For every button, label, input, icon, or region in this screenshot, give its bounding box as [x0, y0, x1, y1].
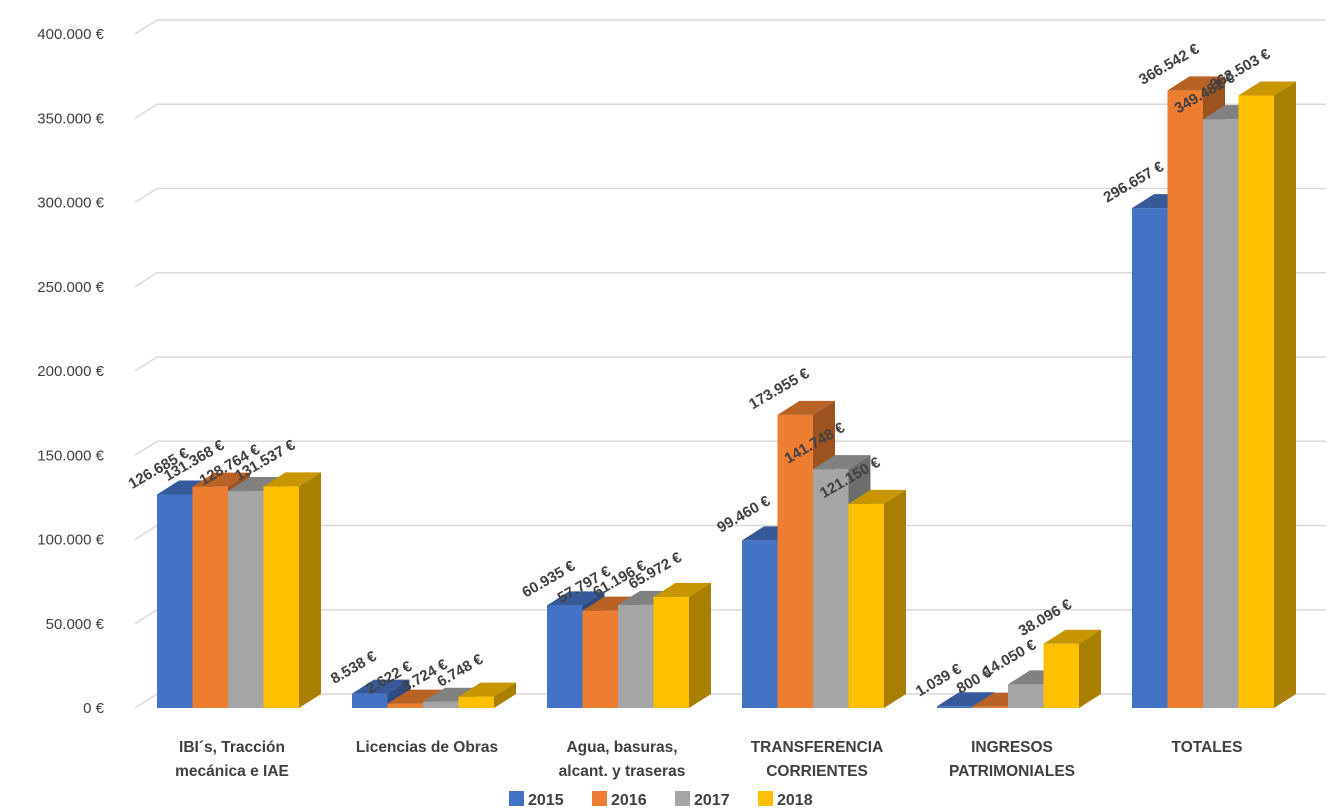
- legend: 2015 2016 2017 2018: [509, 791, 813, 809]
- category-label: IBI´s, Tracción mecánica e IAE: [175, 739, 289, 780]
- legend-swatch: [509, 791, 524, 806]
- bar-2018: [1043, 629, 1101, 708]
- gridline: [134, 356, 1326, 372]
- y-tick-label: 400.000 €: [37, 26, 104, 43]
- y-tick-label: 0 €: [83, 700, 105, 717]
- legend-label: 2015: [528, 792, 564, 809]
- category-label: Licencias de Obras: [356, 739, 498, 756]
- y-tick-label: 350.000 €: [37, 110, 104, 127]
- y-tick-label: 200.000 €: [37, 363, 104, 380]
- legend-item-2017: 2017: [675, 791, 730, 809]
- category-label: TOTALES: [1172, 739, 1243, 756]
- gridline: [134, 440, 1326, 456]
- bar-2018: [1238, 81, 1296, 709]
- y-tick-label: 50.000 €: [46, 616, 105, 633]
- legend-label: 2018: [777, 792, 813, 809]
- gridline: [134, 187, 1326, 204]
- legend-swatch: [592, 791, 607, 806]
- y-tick-label: 250.000 €: [37, 279, 104, 296]
- category-labels: IBI´s, Tracción mecánica e IAE Licencias d…: [175, 739, 1242, 780]
- y-tick-label: 300.000 €: [37, 195, 104, 212]
- y-axis-tick-labels: 0 € 50.000 € 100.000 € 150.000 € 200.000 € 25…: [37, 26, 104, 717]
- bar-2018: [263, 472, 321, 708]
- category-label: Agua, basuras, alcant. y traseras: [559, 739, 686, 780]
- bar-2018: [848, 489, 906, 708]
- gridline: [134, 19, 1326, 35]
- gridline: [134, 272, 1326, 288]
- bar-2018: [653, 582, 711, 708]
- bars: [157, 76, 1296, 709]
- category-label: TRANSFERENCIA CORRIENTES: [751, 739, 884, 780]
- category-label: INGRESOS PATRIMONIALES: [949, 739, 1075, 780]
- bar-2018: [458, 682, 516, 708]
- legend-item-2016: 2016: [592, 791, 647, 809]
- legend-swatch: [758, 791, 773, 806]
- y-tick-label: 100.000 €: [37, 532, 104, 549]
- legend-item-2015: 2015: [509, 791, 564, 809]
- y-tick-label: 150.000 €: [37, 447, 104, 464]
- legend-swatch: [675, 791, 690, 806]
- legend-item-2018: 2018: [758, 791, 813, 809]
- legend-label: 2016: [611, 792, 647, 809]
- legend-label: 2017: [694, 792, 730, 809]
- gridlines: [134, 19, 1326, 709]
- gridline: [134, 103, 1326, 119]
